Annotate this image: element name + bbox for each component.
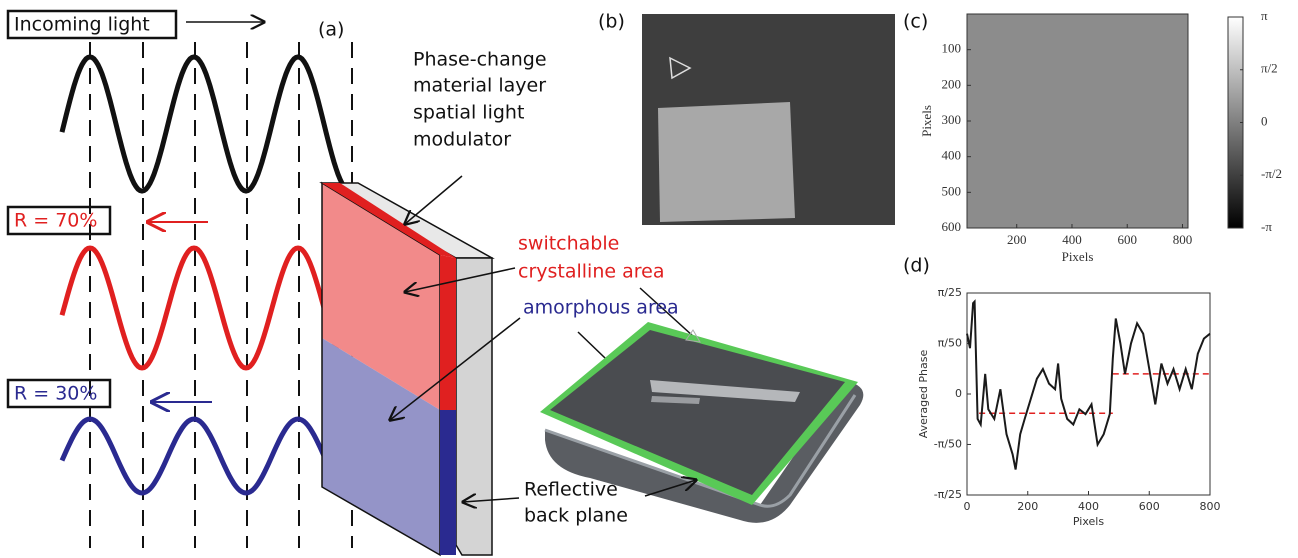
x-tick-label: 400: [1062, 232, 1082, 247]
panel-label: (d): [903, 255, 930, 277]
annotation: amorphous area: [523, 297, 679, 319]
x-axis-label: Pixels: [1073, 515, 1104, 528]
y-tick-label: 500: [942, 183, 962, 198]
x-tick-label: 0: [964, 500, 971, 513]
figure: Incoming light (a) R = 70% R = 30% Phase…: [0, 0, 1298, 558]
arrow: [405, 176, 462, 224]
y-tick-label: -π/50: [934, 437, 962, 450]
y-tick-label: 200: [942, 76, 962, 91]
annotation: switchable: [518, 233, 619, 255]
reflected-wave: [62, 419, 352, 493]
annotation: material layer: [413, 75, 546, 97]
y-axis-label: Averaged Phase: [917, 350, 930, 439]
charts: 200 400 600 800 100 200 300 400 500 600 Pixels Pixe…: [917, 8, 1282, 528]
colorbar-tick-label: π: [1261, 8, 1268, 23]
y-tick-label: 600: [942, 219, 962, 234]
reflectance-label: R = 30%: [14, 383, 97, 405]
x-tick-label: 800: [1200, 500, 1221, 513]
annotation: back plane: [524, 505, 628, 527]
x-tick-label: 600: [1117, 232, 1137, 247]
colorbar-tick-label: -π: [1261, 219, 1272, 234]
x-axis-label: Pixels: [1062, 249, 1094, 264]
annotation: Reflective: [524, 479, 618, 501]
panel-label: (c): [903, 11, 928, 33]
annotation: modulator: [413, 129, 511, 151]
y-tick-label: π/25: [938, 286, 962, 299]
x-tick-label: 200: [1007, 232, 1027, 247]
y-tick-label: -π/25: [934, 488, 962, 501]
y-tick-label: π/50: [938, 337, 962, 350]
x-tick-label: 400: [1078, 500, 1099, 513]
colorbar-tick-label: -π/2: [1261, 166, 1282, 181]
phase-map: [967, 14, 1188, 228]
annotation: crystalline area: [518, 261, 664, 283]
colorbar-tick-label: 0: [1261, 113, 1268, 128]
y-axis-label: Pixels: [919, 105, 934, 137]
panel-label: (a): [318, 19, 344, 41]
modulator-slab: [322, 183, 492, 555]
x-tick-label: 800: [1173, 232, 1193, 247]
y-tick-label: 300: [942, 112, 962, 127]
reflectance-label: R = 70%: [14, 210, 97, 232]
x-tick-label: 200: [1017, 500, 1038, 513]
y-tick-label: 100: [942, 41, 962, 56]
y-tick-label: 400: [942, 148, 962, 163]
annotation: spatial light: [413, 102, 524, 124]
incoming-wave: [62, 57, 352, 191]
colorbar-tick-label: π/2: [1261, 61, 1278, 76]
y-tick-label: 0: [955, 387, 962, 400]
incoming-label: Incoming light: [14, 14, 150, 36]
plot-area: [967, 293, 1210, 495]
panel-label: (b): [598, 11, 625, 33]
x-tick-label: 600: [1139, 500, 1160, 513]
annotation: Phase-change: [413, 49, 547, 71]
reflected-wave: [62, 248, 352, 368]
camera-image: [642, 14, 895, 225]
